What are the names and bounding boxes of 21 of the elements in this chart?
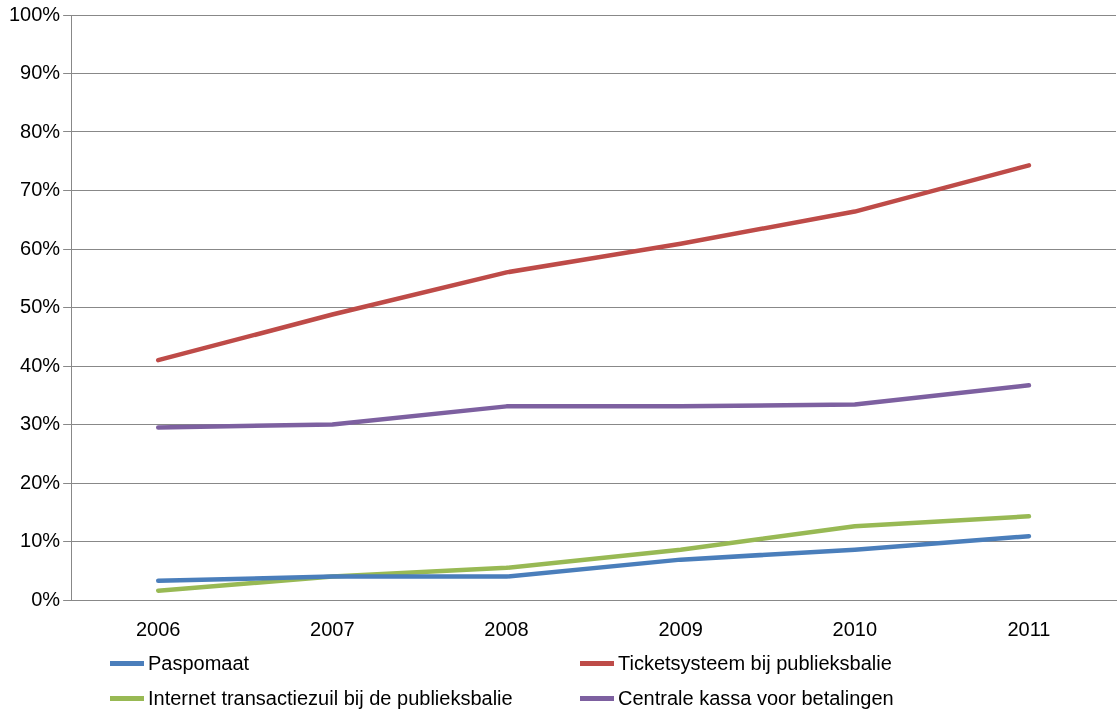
legend-label: Internet transactiezuil bij de publieksbalie — [148, 687, 513, 710]
y-tick-label: 50% — [20, 295, 61, 318]
x-tick-label: 2008 — [484, 617, 529, 640]
y-tick-label: 20% — [20, 470, 61, 493]
x-tick-label: 2009 — [658, 617, 703, 640]
y-tick-label: 60% — [20, 236, 61, 259]
y-tick-label: 70% — [20, 178, 61, 201]
y-tick-label: 100% — [9, 2, 61, 25]
y-tick-label: 30% — [20, 412, 61, 435]
y-tick-label: 80% — [20, 119, 61, 142]
y-tick-label: 40% — [20, 353, 61, 376]
y-tick-label: 10% — [20, 529, 61, 552]
x-tick-label: 2011 — [1007, 617, 1051, 640]
y-tick-label: 90% — [20, 61, 61, 84]
y-tick-label: 0% — [31, 587, 61, 610]
legend-label: Paspomaat — [148, 652, 250, 675]
x-tick-label: 2010 — [832, 617, 878, 640]
legend-label: Ticketsysteem bij publieksbalie — [618, 652, 892, 675]
x-tick-label: 2006 — [135, 617, 181, 640]
x-tick-label: 2007 — [310, 617, 355, 640]
legend-label: Centrale kassa voor betalingen — [618, 687, 894, 710]
